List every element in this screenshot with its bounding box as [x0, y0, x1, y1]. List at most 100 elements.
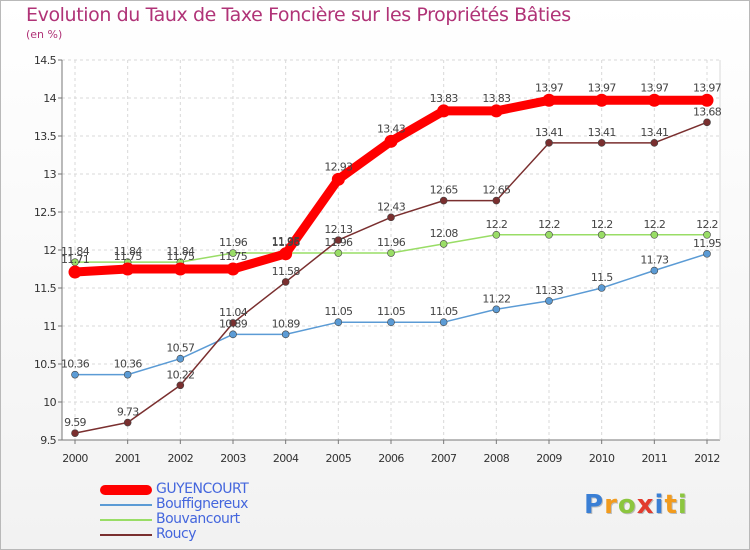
data-label-roucy: 13.68 [693, 105, 722, 118]
data-label-bouvancourt: 11.96 [377, 236, 406, 249]
data-point-roucy [281, 278, 290, 286]
x-tick-label: 2011 [642, 452, 668, 465]
data-point-roucy [71, 429, 79, 437]
data-label-guyencourt: 11.75 [114, 250, 143, 263]
logo-letter: i [677, 490, 688, 520]
data-point-roucy [439, 196, 448, 205]
data-point-bouvancourt [597, 231, 606, 239]
data-point-bouvancourt [650, 231, 659, 239]
y-tick-label: 14.5 [34, 54, 57, 67]
x-tick-label: 2004 [273, 452, 299, 465]
y-tick-label: 10.5 [34, 358, 57, 371]
data-label-roucy: 12.43 [377, 200, 406, 213]
series-guyencourt [68, 93, 714, 279]
y-tick-label: 11.5 [34, 282, 57, 295]
data-point-guyencourt [384, 134, 398, 148]
y-tick-label: 14 [43, 92, 56, 105]
data-label-bouvancourt: 12.08 [430, 227, 459, 240]
data-point-bouffignereux [123, 370, 132, 379]
data-point-roucy [387, 213, 395, 222]
legend-swatch-bouffignereux [100, 504, 152, 506]
data-label-guyencourt: 13.97 [693, 81, 722, 94]
data-point-roucy [123, 418, 132, 427]
data-label-bouffignereux: 11.73 [640, 254, 669, 267]
data-point-roucy [176, 381, 185, 390]
data-point-bouffignereux [650, 266, 659, 275]
data-label-roucy: 9.59 [64, 416, 86, 429]
logo-letter: r [604, 490, 618, 520]
data-point-bouffignereux [597, 284, 606, 292]
chart-title: Evolution du Taux de Taxe Foncière sur l… [26, 4, 571, 26]
y-tick-label: 12.5 [34, 206, 57, 219]
data-point-guyencourt [647, 93, 661, 107]
legend-swatch-bouvancourt [100, 519, 152, 521]
legend-label-roucy: Roucy [156, 526, 197, 542]
x-tick-label: 2003 [220, 452, 246, 465]
data-label-guyencourt: 11.71 [61, 253, 89, 266]
data-point-guyencourt [700, 93, 714, 107]
x-tick-label: 2008 [484, 452, 510, 465]
data-point-bouvancourt [439, 240, 448, 248]
y-axis-unit-label: (en %) [26, 28, 63, 41]
x-tick-label: 2006 [378, 452, 404, 465]
data-point-roucy [703, 118, 711, 127]
data-point-bouvancourt [229, 249, 237, 257]
legend-label-bouffignereux: Bouffignereux [156, 496, 248, 512]
data-point-roucy [597, 139, 606, 147]
logo-letter: o [617, 490, 637, 520]
y-tick-label: 9.5 [40, 434, 56, 447]
data-point-roucy [650, 139, 659, 147]
logo-letter: x [636, 490, 655, 520]
y-tick-label: 13 [43, 168, 56, 181]
data-point-guyencourt [68, 265, 82, 279]
data-point-bouffignereux [176, 354, 185, 363]
data-label-bouffignereux: 11.05 [377, 305, 406, 318]
data-label-bouvancourt: 11.96 [272, 236, 301, 249]
data-point-guyencourt [595, 93, 609, 107]
data-point-roucy [545, 139, 553, 147]
data-label-bouffignereux: 11.05 [430, 305, 459, 318]
data-point-roucy [229, 319, 237, 327]
y-tick-label: 12 [43, 244, 56, 257]
data-label-guyencourt: 11.75 [166, 250, 195, 263]
y-tick-label: 13.5 [34, 130, 57, 143]
data-point-bouffignereux [281, 330, 290, 339]
data-label-guyencourt: 12.93 [324, 160, 353, 173]
data-point-bouffignereux [545, 297, 553, 305]
data-label-roucy: 12.65 [482, 184, 511, 197]
data-point-bouvancourt [334, 249, 343, 257]
logo-letter: P [584, 490, 605, 520]
series-bouffignereux [71, 250, 711, 379]
data-label-bouffignereux: 10.36 [114, 358, 143, 371]
data-label-bouvancourt: 12.2 [485, 218, 507, 231]
data-point-bouffignereux [703, 250, 711, 258]
data-label-guyencourt: 13.97 [640, 81, 669, 94]
data-label-roucy: 12.65 [430, 184, 459, 197]
data-label-bouvancourt: 12.2 [696, 218, 718, 231]
data-point-guyencourt [437, 104, 451, 118]
data-point-guyencourt [279, 247, 293, 261]
legend-swatch-guyencourt [100, 485, 152, 495]
data-label-bouvancourt: 11.84 [61, 245, 90, 258]
data-label-bouvancourt: 11.84 [114, 245, 143, 258]
data-label-roucy: 11.58 [272, 265, 301, 278]
data-label-guyencourt: 13.83 [430, 92, 459, 105]
data-point-bouvancourt [545, 231, 553, 239]
data-label-roucy: 13.41 [640, 126, 668, 139]
data-point-guyencourt [121, 262, 135, 276]
x-tick-label: 2002 [168, 452, 194, 465]
data-label-guyencourt: 13.97 [535, 81, 564, 94]
data-label-bouffignereux: 10.36 [61, 358, 90, 371]
data-label-bouffignereux: 10.57 [166, 342, 195, 355]
legend-swatch-roucy [100, 534, 152, 536]
x-tick-label: 2000 [62, 452, 88, 465]
proxiti-logo: Proxiti [584, 490, 688, 520]
data-label-guyencourt: 11.75 [219, 250, 248, 263]
data-point-guyencourt [542, 93, 556, 107]
data-label-bouffignereux: 10.89 [272, 317, 301, 330]
data-label-roucy: 9.73 [117, 406, 139, 419]
data-label-guyencourt: 11.95 [272, 235, 301, 248]
x-tick-label: 2009 [536, 452, 562, 465]
legend-label-bouvancourt: Bouvancourt [156, 511, 240, 527]
